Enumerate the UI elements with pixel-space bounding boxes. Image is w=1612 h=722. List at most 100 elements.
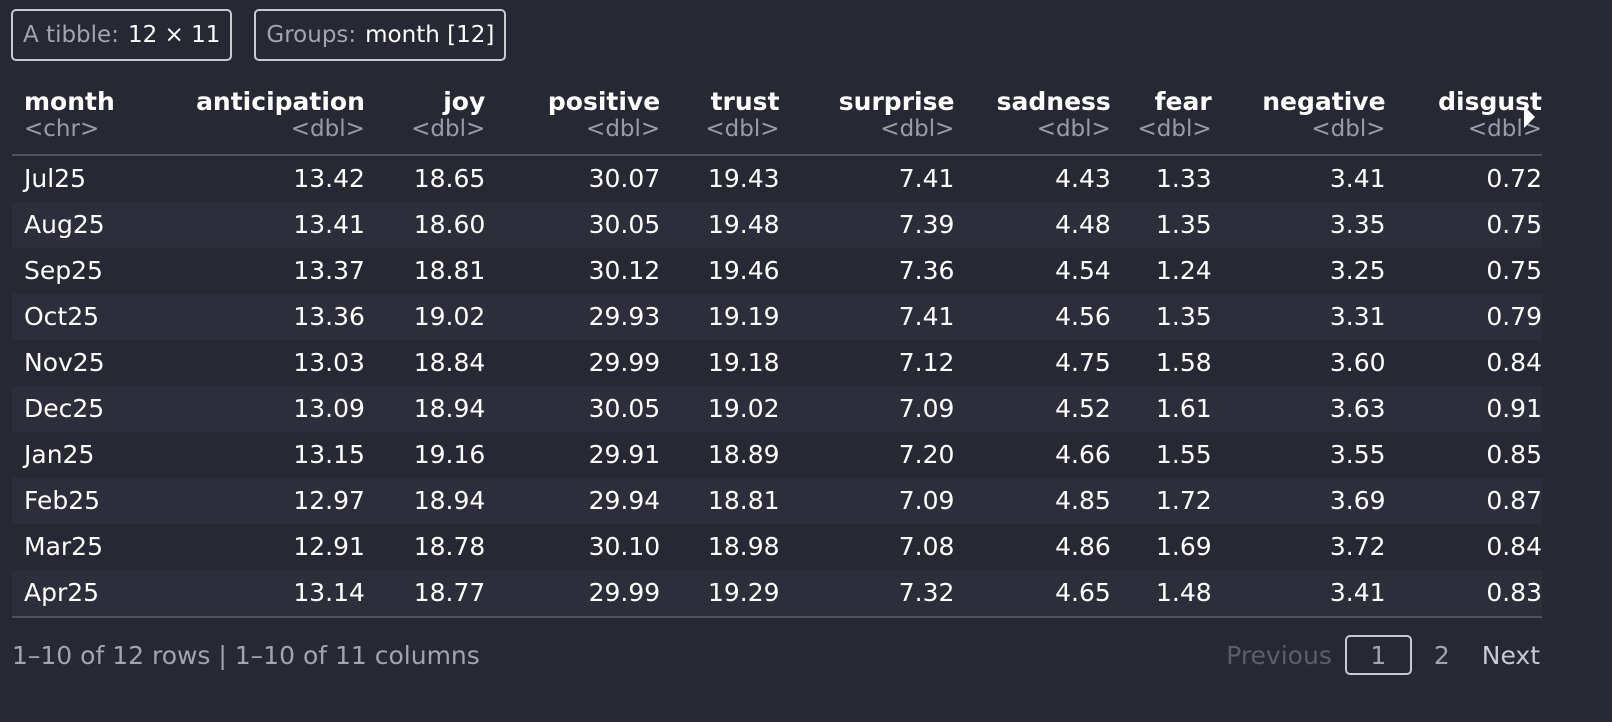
table-cell-fear: 1.33 [1155,164,1212,193]
table-cell-fear: 1.35 [1110,202,1212,248]
table-cell-sadness: 4.75 [1055,348,1111,377]
table-cell-sadness: 4.43 [1055,164,1111,193]
table-cell-fear: 1.55 [1155,440,1212,469]
table-cell-anticipation: 13.36 [120,294,365,340]
column-name: sadness [996,87,1111,116]
table-cell-fear: 1.72 [1110,478,1212,524]
table-cell-surprise: 7.09 [779,478,955,524]
column-type: <chr> [24,116,100,142]
column-type: <dbl> [586,116,661,142]
table-cell-negative: 3.25 [1329,256,1386,285]
table-cell-sadness: 4.48 [954,202,1111,248]
column-type: <dbl> [1137,116,1212,142]
table-cell-positive: 30.05 [485,386,661,432]
column-name: surprise [838,87,955,116]
table-cell-sadness: 4.86 [1055,532,1111,561]
table-cell-positive: 30.10 [588,532,661,561]
table-cell-month: Aug25 [12,202,121,248]
column-name: trust [710,87,780,116]
column-name: positive [547,87,661,116]
page-2-button[interactable]: 2 [1433,640,1450,670]
table-cell-positive: 29.93 [485,294,661,340]
table-cell-joy: 18.60 [364,202,486,248]
table-cell-surprise: 7.36 [898,256,955,285]
table-cell-trust: 19.02 [660,386,780,432]
next-columns-arrow-icon[interactable] [1524,106,1535,128]
table-cell-sadness: 4.66 [1055,440,1111,469]
table-cell-sadness: 4.56 [954,294,1111,340]
table-cell-positive: 29.94 [485,478,661,524]
table-cell-surprise: 7.41 [898,164,955,193]
table-cell-month: Jan25 [24,440,95,469]
table-cell-negative: 3.35 [1211,202,1386,248]
table-cell-month: Jul25 [24,164,86,193]
table-footer: 1–10 of 12 rows | 1–10 of 11 columns Pre… [12,633,1540,677]
table-cell-joy: 18.77 [364,570,486,618]
table-cell-sadness: 4.65 [954,570,1111,618]
table-cell-negative: 3.72 [1329,532,1386,561]
column-header-sadness: sadness <dbl> [954,87,1111,156]
table-cell-disgust: 0.91 [1385,386,1542,432]
table-row: Aug25 13.41 18.60 30.05 19.48 7.39 4.48 1.35 3.3… [12,202,1542,248]
table-cell-anticipation: 13.09 [120,386,365,432]
table-cell-surprise: 7.20 [898,440,955,469]
column-header-negative: negative <dbl> [1211,87,1386,156]
table-cell-negative: 3.55 [1329,440,1386,469]
table-row: Mar25 12.91 18.78 30.10 18.98 7.08 4.86 1.69 3.7… [12,524,1542,570]
table-cell-month: Oct25 [12,294,121,340]
column-header-anticipation: anticipation <dbl> [120,87,365,156]
table-cell-anticipation: 13.41 [120,202,365,248]
table-cell-positive: 30.05 [485,202,661,248]
table-cell-negative: 3.63 [1211,386,1386,432]
table-cell-anticipation: 13.14 [120,570,365,618]
table-cell-positive: 30.07 [588,164,661,193]
table-cell-negative: 3.41 [1329,164,1386,193]
table-cell-trust: 19.18 [707,348,780,377]
column-type: <dbl> [290,116,365,142]
table-cell-anticipation: 12.91 [293,532,365,561]
table-cell-fear: 1.61 [1110,386,1212,432]
table-cell-month: Dec25 [12,386,121,432]
table-cell-anticipation: 13.37 [293,256,365,285]
column-type: <dbl> [1467,116,1542,142]
table-cell-surprise: 7.08 [898,532,955,561]
groups-value: month [12] [365,22,495,48]
table-cell-sadness: 4.85 [954,478,1111,524]
table-cell-negative: 3.60 [1329,348,1386,377]
table-cell-fear: 1.69 [1155,532,1212,561]
column-type: <dbl> [705,116,780,142]
table-cell-disgust: 0.85 [1486,440,1542,469]
column-type: <dbl> [880,116,955,142]
data-table-container: month <chr> anticipation <dbl> joy <dbl> posit… [12,87,1592,618]
table-cell-negative: 3.31 [1211,294,1386,340]
table-cell-trust: 18.89 [707,440,780,469]
column-name: disgust [1438,87,1542,116]
table-cell-positive: 29.99 [485,570,661,618]
column-type: <dbl> [1311,116,1386,142]
groups-badge: Groups: month [12] [254,9,507,61]
current-page-button[interactable]: 1 [1344,635,1412,675]
table-cell-joy: 18.94 [364,478,486,524]
table-cell-joy: 18.78 [413,532,486,561]
table-cell-sadness: 4.54 [1055,256,1111,285]
table-cell-month: Sep25 [24,256,103,285]
table-cell-anticipation: 13.42 [293,164,365,193]
table-cell-anticipation: 13.03 [293,348,365,377]
table-row: Sep25 13.37 18.81 30.12 19.46 7.36 4.54 1.24 3.2… [12,248,1542,294]
table-row: Jan25 13.15 19.16 29.91 18.89 7.20 4.66 1.55 3.5… [12,432,1542,478]
next-page-button[interactable]: Next [1481,640,1540,670]
table-cell-joy: 18.84 [413,348,486,377]
table-cell-joy: 18.81 [413,256,486,285]
column-name: negative [1262,87,1386,116]
table-row: Apr25 13.14 18.77 29.99 19.29 7.32 4.65 1.48 3.4… [12,570,1542,618]
table-cell-disgust: 0.84 [1486,348,1542,377]
table-cell-trust: 19.19 [660,294,780,340]
table-cell-fear: 1.48 [1110,570,1212,618]
column-name: fear [1154,87,1212,116]
pagination-controls: Previous 1 2 Next [1226,635,1540,675]
table-header: month <chr> anticipation <dbl> joy <dbl> posit… [12,87,1542,156]
table-cell-month: Apr25 [12,570,121,618]
previous-page-button[interactable]: Previous [1226,640,1332,670]
table-cell-surprise: 7.39 [779,202,955,248]
table-cell-disgust: 0.72 [1486,164,1542,193]
